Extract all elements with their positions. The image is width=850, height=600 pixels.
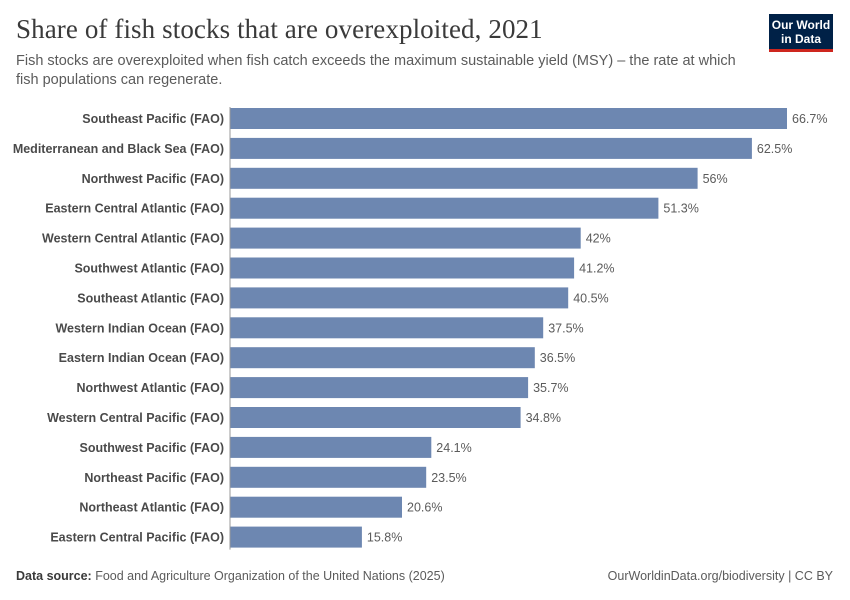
category-label: Western Central Atlantic (FAO) bbox=[42, 232, 224, 246]
value-label: 24.1% bbox=[436, 441, 471, 455]
value-label: 41.2% bbox=[579, 262, 614, 276]
value-label: 56% bbox=[703, 172, 728, 186]
bar[interactable] bbox=[230, 197, 659, 219]
chart-title: Share of fish stocks that are overexploi… bbox=[16, 14, 543, 44]
bars-group: Southeast Pacific (FAO) 66.7% Mediterranea… bbox=[13, 107, 827, 550]
category-label: Southwest Atlantic (FAO) bbox=[74, 262, 224, 276]
data-source-text: Food and Agriculture Organization of the… bbox=[95, 569, 445, 583]
bar[interactable] bbox=[230, 287, 569, 309]
value-label: 34.8% bbox=[526, 411, 561, 425]
bar[interactable] bbox=[230, 377, 529, 399]
value-label: 40.5% bbox=[573, 291, 608, 305]
category-label: Eastern Indian Ocean (FAO) bbox=[59, 351, 224, 365]
value-label: 20.6% bbox=[407, 501, 442, 515]
category-label: Eastern Central Pacific (FAO) bbox=[50, 531, 224, 545]
value-label: 36.5% bbox=[540, 351, 575, 365]
category-label: Northwest Pacific (FAO) bbox=[82, 172, 224, 186]
bar[interactable] bbox=[230, 108, 787, 129]
category-label: Southeast Pacific (FAO) bbox=[82, 112, 224, 126]
credit-link[interactable]: OurWorldinData.org/biodiversity | CC BY bbox=[607, 569, 833, 583]
bar[interactable] bbox=[230, 257, 575, 279]
bar[interactable] bbox=[230, 496, 402, 518]
data-source-label: Data source: bbox=[16, 569, 92, 583]
value-label: 15.8% bbox=[367, 531, 402, 545]
category-label: Southeast Atlantic (FAO) bbox=[77, 291, 224, 305]
data-source: Data source: Food and Agriculture Organi… bbox=[16, 569, 445, 583]
value-label: 62.5% bbox=[757, 142, 792, 156]
value-label: 66.7% bbox=[792, 112, 827, 126]
bar[interactable] bbox=[230, 317, 544, 339]
value-label: 23.5% bbox=[431, 471, 466, 485]
category-label: Western Central Pacific (FAO) bbox=[47, 411, 224, 425]
logo-line-2: in Data bbox=[780, 32, 821, 46]
bar[interactable] bbox=[230, 347, 535, 369]
value-label: 37.5% bbox=[548, 321, 583, 335]
value-label: 42% bbox=[586, 232, 611, 246]
bar[interactable] bbox=[230, 227, 581, 249]
value-label: 35.7% bbox=[533, 381, 568, 395]
bar[interactable] bbox=[230, 436, 432, 458]
category-label: Western Indian Ocean (FAO) bbox=[55, 321, 224, 335]
bar[interactable] bbox=[230, 137, 752, 159]
chart-subtitle: Fish stocks are overexploited when fish … bbox=[16, 53, 736, 88]
category-label: Mediterranean and Black Sea (FAO) bbox=[13, 142, 224, 156]
category-label: Eastern Central Atlantic (FAO) bbox=[45, 202, 224, 216]
bar[interactable] bbox=[230, 407, 521, 428]
category-label: Northeast Pacific (FAO) bbox=[84, 471, 224, 485]
category-label: Southwest Pacific (FAO) bbox=[80, 441, 224, 455]
logo-line-1: Our World bbox=[771, 18, 831, 32]
category-label: Northeast Atlantic (FAO) bbox=[79, 501, 224, 515]
value-label: 51.3% bbox=[663, 202, 698, 216]
bar[interactable] bbox=[230, 526, 362, 548]
bar[interactable] bbox=[230, 466, 427, 488]
bar[interactable] bbox=[230, 167, 698, 189]
category-label: Northwest Atlantic (FAO) bbox=[77, 381, 224, 395]
owid-logo[interactable]: Our World in Data bbox=[769, 14, 833, 52]
